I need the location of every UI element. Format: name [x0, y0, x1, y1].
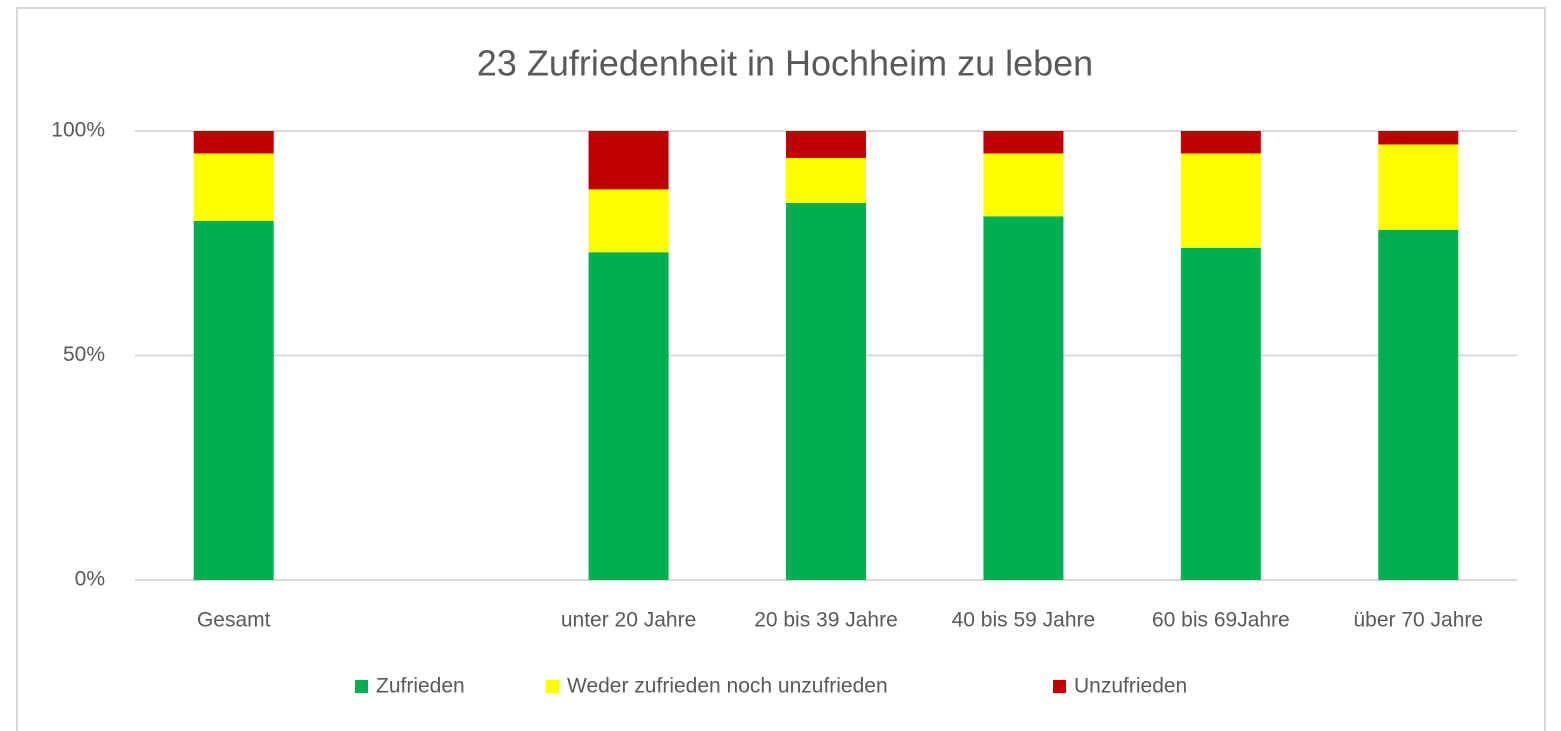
- x-tick-label: 60 bis 69Jahre: [1152, 609, 1290, 632]
- legend-swatch: [1053, 680, 1066, 693]
- bar-segment: [983, 153, 1064, 217]
- bar-segment: [193, 220, 274, 581]
- legend-label: Weder zufrieden noch unzufrieden: [567, 675, 888, 698]
- bar-segment: [1378, 131, 1459, 145]
- bar-segment: [1180, 153, 1261, 248]
- bar-segment: [1378, 229, 1459, 580]
- bar-segment: [983, 131, 1064, 154]
- x-tick-label: 40 bis 59 Jahre: [952, 609, 1096, 632]
- bar-segment: [588, 252, 669, 581]
- x-tick-label: unter 20 Jahre: [561, 609, 696, 632]
- y-tick-label: 0%: [75, 568, 105, 591]
- x-tick-label: Gesamt: [197, 609, 271, 632]
- bar-segment: [1180, 131, 1261, 154]
- bar-segment: [786, 131, 866, 158]
- bar-segment: [786, 202, 866, 580]
- bar-segment: [1180, 247, 1261, 581]
- y-tick-label: 50%: [63, 343, 105, 366]
- x-tick-label: 20 bis 39 Jahre: [754, 609, 898, 632]
- y-tick-label: 100%: [51, 119, 105, 142]
- x-tick-label: über 70 Jahre: [1353, 609, 1483, 632]
- bar-segment: [786, 157, 866, 203]
- bar-segment: [193, 131, 274, 154]
- bar-segment: [588, 189, 669, 253]
- chart-title: 23 Zufriedenheit in Hochheim zu leben: [477, 43, 1093, 84]
- bar-segment: [588, 131, 669, 190]
- bar-segment: [1378, 144, 1459, 230]
- bar-segment: [983, 216, 1064, 580]
- bar-segment: [193, 153, 274, 221]
- legend-label: Zufrieden: [376, 675, 465, 698]
- legend-swatch: [355, 680, 368, 693]
- legend-swatch: [546, 680, 559, 693]
- legend-label: Unzufrieden: [1074, 675, 1187, 698]
